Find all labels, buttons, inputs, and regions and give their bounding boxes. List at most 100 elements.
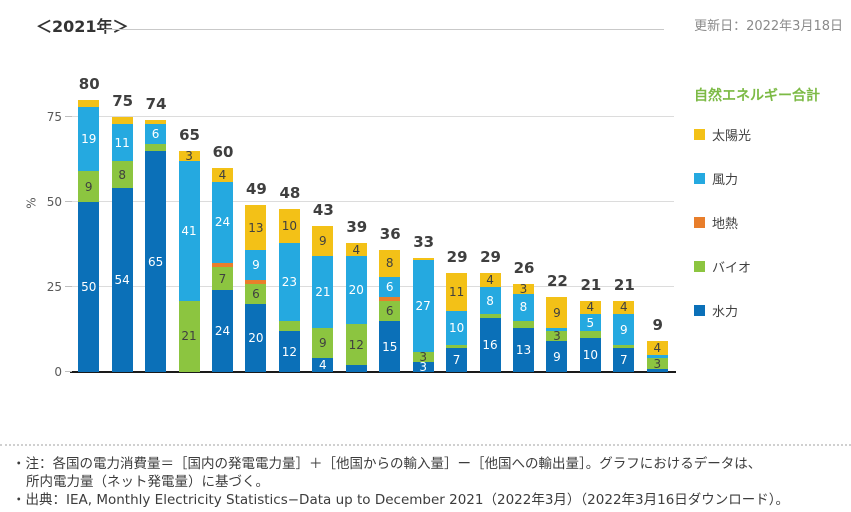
bar-segment-geo — [379, 297, 401, 301]
y-tick-label: 0 — [54, 365, 62, 379]
bar-stack: 10 5 4 — [579, 300, 601, 372]
bar-stack: 65 6 — [145, 120, 167, 372]
bar-stack: 24 7 24 4 — [212, 168, 233, 372]
bar-total-label: 39 — [346, 217, 368, 236]
bar-segment-hydro: 15 — [379, 321, 401, 372]
bar-segment-solar: 4 — [646, 341, 668, 356]
bar-total-label: 26 — [513, 258, 535, 277]
y-tick-label: 75 — [46, 110, 62, 124]
legend-title: 自然エネルギー合計 — [694, 88, 820, 104]
bar-stack: 16 8 4 — [479, 273, 501, 372]
bar-segment-hydro: 7 — [613, 348, 635, 372]
chart-legend: 自然エネルギー合計 太陽光 風力 地熱 バイオ 水力 — [694, 85, 844, 345]
bar-segment-hydro: 13 — [513, 327, 534, 372]
bar-segment-wind: 9 — [613, 314, 635, 345]
updated-date: 更新日：2022年3月18日 — [694, 19, 843, 34]
chart-plot-area: 02550755091980スウェーデン5481175ブラジル65674カナダ2… — [47, 75, 676, 379]
bar-stack: 12 20 4 — [345, 242, 367, 372]
y-tick-mark — [65, 201, 72, 202]
bar-stack: 50 9 19 — [78, 100, 100, 372]
bar-segment-solar: 4 — [212, 168, 233, 182]
note-line: ・注：各国の電力消費量＝［国内の発電電力量］＋［他国からの輸入量］ー［他国への輸… — [12, 456, 762, 472]
bar-total-label: 80 — [78, 75, 100, 93]
bar-segment-solar: 9 — [312, 225, 334, 257]
bar-segment-wind — [646, 355, 668, 359]
bar-total-label: 65 — [179, 126, 200, 144]
legend-item-label: 地熱 — [712, 217, 739, 232]
bar-total-label: 29 — [480, 248, 501, 267]
bar-total-label: 9 — [652, 316, 663, 335]
legend-item-solar: 太陽光 — [694, 125, 844, 144]
bar-segment-bio: 9 — [312, 327, 334, 359]
bar-stack: 12 23 10 — [278, 208, 300, 372]
bar-stack: 21 41 3 — [178, 150, 200, 372]
bar-total-label: 49 — [246, 180, 267, 199]
gridline-75 — [72, 116, 674, 117]
bar-segment-hydro: 65 — [145, 151, 167, 372]
bar-segment-wind: 9 — [245, 249, 267, 281]
bar-segment-bio — [513, 321, 534, 328]
bar-segment-solar — [145, 120, 167, 124]
bar-segment-wind: 10 — [446, 310, 468, 345]
bar-total-label: 48 — [279, 183, 301, 202]
legend-item-geothermal: 地熱 — [694, 213, 844, 232]
legend-item-wind: 風力 — [694, 169, 844, 188]
notes-divider — [0, 444, 851, 446]
bar-segment-bio: 3 — [546, 330, 568, 342]
bar-segment-bio — [278, 321, 300, 332]
y-tick-label: 50 — [46, 195, 62, 209]
bar-total-label: 43 — [312, 200, 334, 219]
legend-item-label: 太陽光 — [712, 129, 752, 144]
bar-stack: 13 8 3 — [513, 283, 534, 372]
bar-segment-solar: 8 — [379, 249, 401, 277]
bar-segment-hydro: 7 — [446, 348, 468, 372]
bar-segment-solar: 4 — [579, 300, 601, 315]
bar-segment-wind: 27 — [412, 259, 434, 352]
bar-segment-solar — [111, 117, 133, 124]
legend-item-label: 水力 — [712, 305, 739, 320]
bar-segment-bio: 6 — [245, 283, 267, 304]
bar-total-label: 36 — [379, 224, 401, 243]
bar-stack: 4 9 21 9 — [312, 225, 334, 372]
bar-segment-wind: 23 — [278, 242, 300, 322]
bar-segment-hydro: 24 — [212, 290, 233, 372]
bar-stack: 3 3 27 — [412, 258, 434, 373]
bar-total-label: 22 — [547, 272, 568, 291]
solar-swatch-icon — [694, 129, 705, 140]
bar-segment-bio — [145, 144, 167, 151]
bar-segment-bio: 6 — [379, 300, 401, 321]
bar-segment-wind: 19 — [78, 106, 100, 172]
bar-segment-solar: 4 — [613, 300, 635, 315]
legend-item-bio: バイオ — [694, 257, 844, 276]
bar-segment-solar: 11 — [446, 273, 468, 311]
bar-segment-bio: 3 — [412, 351, 434, 363]
bar-total-label: 75 — [112, 92, 134, 110]
bar-segment-wind: 5 — [579, 314, 601, 332]
bar-stack: 54 8 11 — [111, 117, 133, 372]
bar-segment-bio: 3 — [646, 357, 668, 370]
bar-segment-solar — [78, 100, 100, 107]
bar-segment-hydro: 4 — [312, 358, 334, 372]
bar-segment-bio: 8 — [111, 161, 133, 189]
bar-segment-hydro: 20 — [245, 304, 267, 372]
y-tick-mark — [65, 286, 72, 287]
bar-segment-solar: 9 — [546, 297, 568, 328]
gridline-50 — [72, 201, 674, 202]
bar-segment-hydro: 54 — [111, 188, 133, 372]
bar-segment-wind: 20 — [345, 256, 367, 325]
hydro-swatch-icon — [694, 305, 705, 316]
bar-segment-solar: 3 — [178, 150, 200, 162]
bar-segment-hydro — [345, 365, 367, 372]
bar-total-label: 29 — [446, 248, 468, 267]
bar-segment-bio — [613, 344, 635, 349]
wind-swatch-icon — [694, 173, 705, 184]
bar-segment-wind: 41 — [178, 161, 200, 301]
bar-segment-hydro: 50 — [78, 202, 100, 372]
bar-segment-bio — [479, 314, 501, 318]
bar-segment-solar: 4 — [345, 242, 367, 257]
bar-total-label: 21 — [580, 275, 602, 294]
